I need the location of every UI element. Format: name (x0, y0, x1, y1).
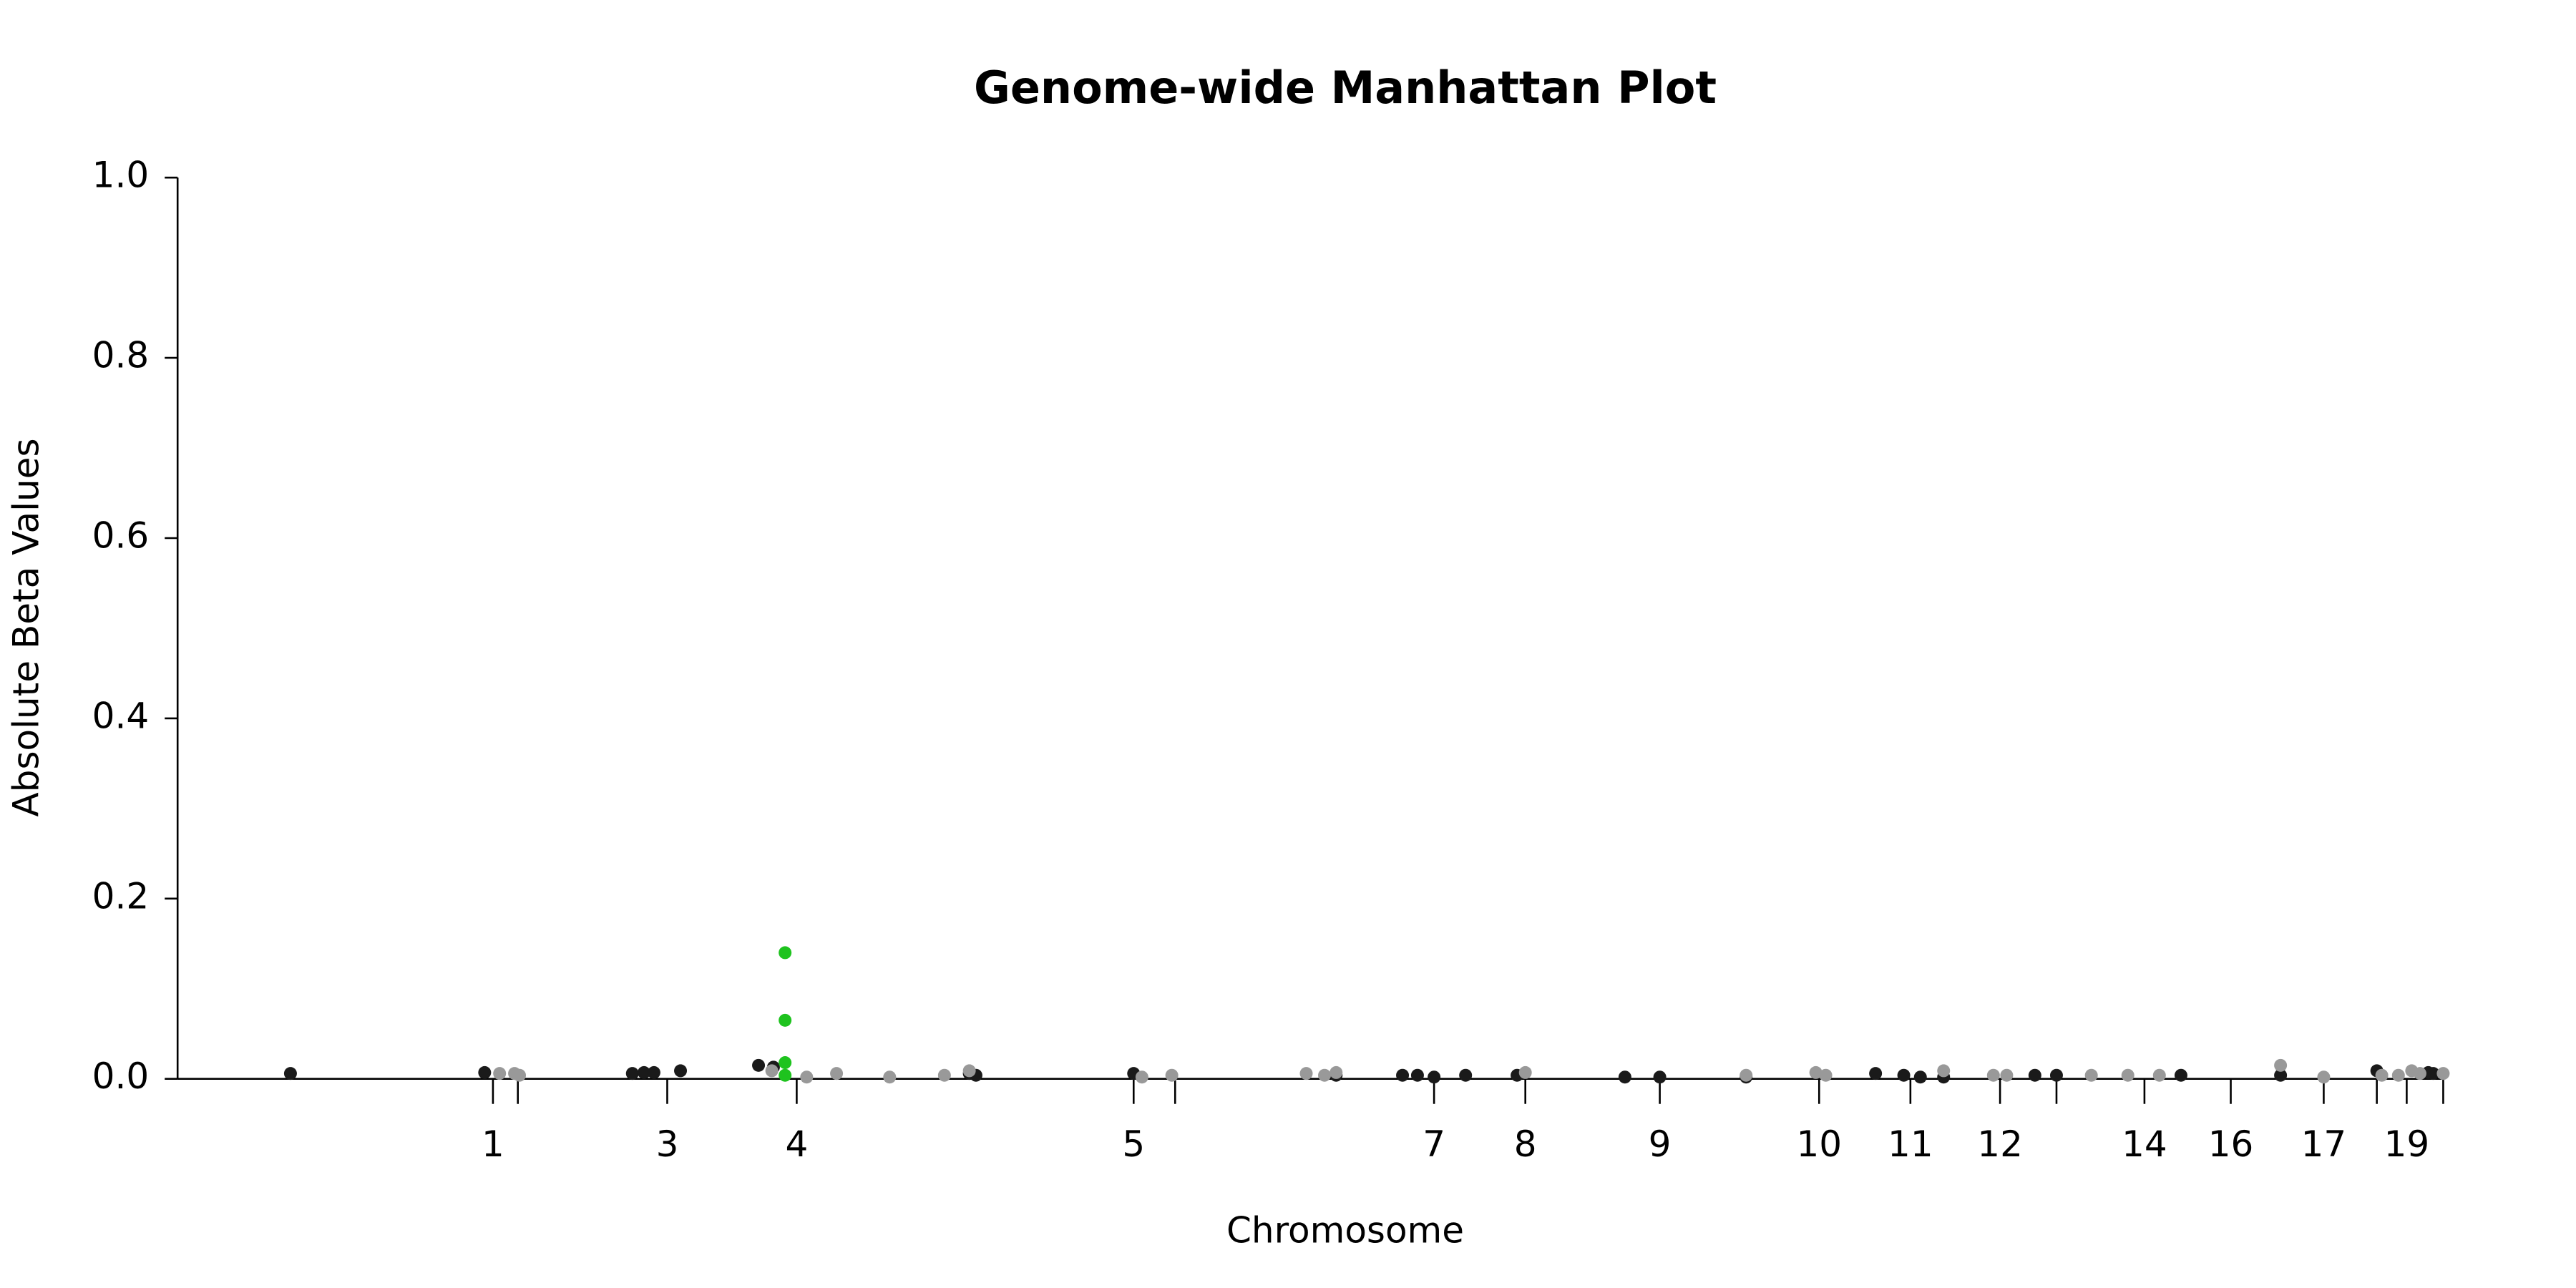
data-point (493, 1067, 507, 1080)
data-point (2317, 1070, 2331, 1084)
x-tick-label: 19 (2384, 1123, 2430, 1165)
x-tick-label: 1 (482, 1123, 504, 1165)
data-point (1330, 1065, 1343, 1079)
data-point (1135, 1070, 1148, 1084)
data-point (2413, 1067, 2426, 1080)
x-tick-label: 8 (1514, 1123, 1537, 1165)
data-point (830, 1067, 844, 1080)
data-point (752, 1058, 766, 1072)
data-point (1809, 1065, 1823, 1079)
data-point (2375, 1068, 2389, 1082)
data-point (1318, 1068, 1332, 1082)
data-point (779, 1068, 792, 1082)
x-tick-label: 12 (1977, 1123, 2023, 1165)
y-tick-label: 0.4 (92, 695, 150, 736)
x-tick-label: 4 (785, 1123, 808, 1165)
x-tick-label: 3 (656, 1123, 679, 1165)
data-point (2274, 1058, 2288, 1072)
data-point (674, 1064, 688, 1078)
y-tick-label: 1.0 (92, 155, 150, 196)
x-tick-label: 11 (1888, 1123, 1933, 1165)
data-point (2028, 1068, 2041, 1082)
y-axis-label: Absolute Beta Values (6, 439, 47, 817)
data-point (1410, 1068, 1424, 1082)
data-point (779, 1056, 792, 1070)
data-point (1299, 1067, 1313, 1080)
data-point (765, 1064, 779, 1078)
data-point (2084, 1068, 2098, 1082)
data-point (1819, 1068, 1833, 1082)
data-point (2436, 1067, 2450, 1080)
x-tick-label: 10 (1796, 1123, 1842, 1165)
x-tick-label: 17 (2301, 1123, 2347, 1165)
data-point (2121, 1068, 2135, 1082)
y-tick-label: 0.0 (92, 1055, 150, 1097)
y-tick-label: 0.6 (92, 515, 150, 557)
data-point (1428, 1070, 1441, 1084)
data-point (1913, 1070, 1927, 1084)
x-tick-label: 9 (1649, 1123, 1672, 1165)
data-point (2391, 1068, 2405, 1082)
x-tick-label: 16 (2208, 1123, 2254, 1165)
data-point (478, 1065, 492, 1079)
data-point (2049, 1068, 2063, 1082)
chart-title: Genome-wide Manhattan Plot (974, 62, 1717, 114)
data-point (1869, 1067, 1883, 1080)
data-point (1396, 1068, 1410, 1082)
data-point (1897, 1068, 1911, 1082)
data-point (1459, 1068, 1473, 1082)
x-tick-label: 5 (1122, 1123, 1145, 1165)
data-point (1740, 1068, 1753, 1082)
data-point (2152, 1068, 2166, 1082)
data-point (2426, 1067, 2440, 1080)
data-point (2274, 1068, 2288, 1082)
data-point (2174, 1068, 2187, 1082)
data-point (638, 1065, 650, 1079)
data-point (2000, 1068, 2014, 1082)
data-point (1165, 1068, 1179, 1082)
x-axis-label: Chromosome (1226, 1210, 1464, 1252)
data-point (625, 1067, 639, 1080)
data-point (1653, 1070, 1667, 1084)
data-point (937, 1068, 951, 1082)
y-tick-label: 0.8 (92, 335, 150, 376)
x-tick-label: 7 (1423, 1123, 1445, 1165)
data-point (647, 1065, 660, 1079)
data-point (800, 1070, 814, 1084)
data-point (1518, 1065, 1532, 1079)
data-point (283, 1067, 297, 1080)
data-point (1986, 1068, 2000, 1082)
data-point (962, 1064, 976, 1078)
data-point (779, 946, 792, 960)
y-tick-label: 0.2 (92, 875, 150, 917)
data-point (513, 1068, 527, 1082)
data-point (1618, 1070, 1631, 1084)
x-tick-label: 14 (2122, 1123, 2167, 1165)
data-point (1937, 1064, 1951, 1078)
data-point (779, 1013, 792, 1027)
data-point (883, 1070, 897, 1084)
